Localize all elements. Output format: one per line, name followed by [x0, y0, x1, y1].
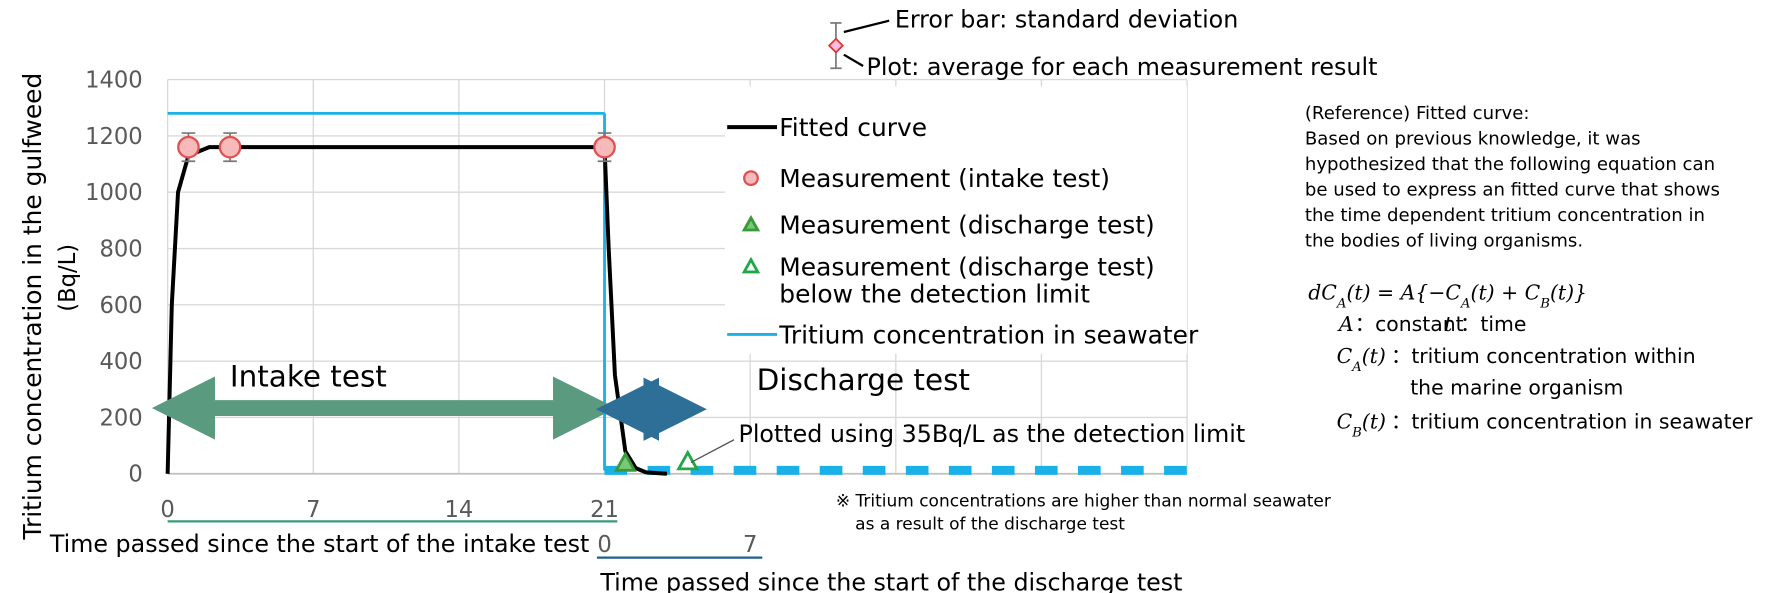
- definition-text: ：tritium concentration in seawater: [1391, 409, 1753, 433]
- leader-line: [843, 19, 890, 34]
- equation-part: (t): [1362, 344, 1386, 368]
- legend-label: Measurement (discharge test): [779, 253, 1154, 282]
- equation: CB(t): [1337, 409, 1386, 440]
- legend-swatch: [741, 214, 761, 232]
- annotation: Intake test: [230, 360, 387, 394]
- intake-point: [593, 135, 616, 159]
- equation-part: (t): [1362, 409, 1386, 433]
- reference-text: hypothesized that the following equation…: [1305, 154, 1715, 175]
- legend-label: below the detection limit: [779, 280, 1090, 309]
- legend-label: Measurement (discharge test): [779, 211, 1154, 240]
- definition-text: ：constant: [1355, 312, 1464, 336]
- equation: dCA(t) = A{−CA(t) + CB(t)}: [1308, 280, 1587, 311]
- legend-box: [724, 86, 1188, 354]
- equation: CA(t): [1337, 344, 1386, 375]
- equation-part: t: [1444, 312, 1453, 336]
- intake-point: [218, 135, 242, 159]
- x-tick-label: 7: [306, 497, 320, 523]
- y-tick-label: 1200: [85, 124, 143, 150]
- definition-text: ：time: [1460, 312, 1526, 336]
- y-axis-label: Tritium concentration in the gulfweed: [18, 73, 47, 541]
- annotation: as a result of the discharge test: [855, 514, 1125, 534]
- definition-text: the marine organism: [1410, 375, 1623, 399]
- equation: t: [1444, 312, 1453, 336]
- y-axis-label: (Bq/L): [55, 244, 81, 312]
- legend-label: Tritium concentration in seawater: [778, 321, 1199, 350]
- equation-part: dC: [1308, 280, 1337, 304]
- y-tick-label: 1000: [85, 180, 143, 206]
- equation-part: (t)}: [1550, 280, 1587, 304]
- x-tick-label: 0: [160, 497, 174, 523]
- leader-line: [690, 439, 735, 464]
- definition-text: ：tritium concentration within: [1391, 344, 1696, 368]
- reference: (Reference) Fitted curve: Based on previo…: [1305, 103, 1753, 440]
- legend-label: Fitted curve: [779, 113, 927, 142]
- equation-part: C: [1337, 409, 1353, 433]
- annotation: Plotted using 35Bq/L as the detection li…: [739, 420, 1246, 448]
- y-tick-label: 400: [100, 349, 143, 375]
- y-tick-label: 800: [100, 236, 143, 262]
- legend-label: Measurement (intake test): [779, 164, 1110, 193]
- reference-text: (Reference) Fitted curve:: [1305, 103, 1530, 124]
- reference-text: be used to express an fitted curve that …: [1305, 180, 1720, 201]
- plot-sample: [827, 37, 844, 54]
- reference-text: the time dependent tritium concentration…: [1305, 205, 1705, 226]
- reference-text: Based on previous knowledge, it was: [1305, 129, 1641, 150]
- annotation: Discharge test: [757, 363, 970, 397]
- y-tick-label: 1400: [85, 68, 143, 94]
- equation-part: A: [1335, 296, 1347, 311]
- legend: Fitted curve Measurement (intake test) Mea…: [727, 113, 1199, 350]
- equation-part: A: [1459, 296, 1471, 311]
- annotation: Error bar: standard deviation: [895, 5, 1238, 33]
- equation-part: C: [1337, 344, 1353, 368]
- fitted-curve: [165, 145, 668, 476]
- equation-part: (t) = A{−C: [1346, 280, 1461, 304]
- equation-part: (t) + C: [1471, 280, 1541, 304]
- discharge-point: [676, 449, 700, 471]
- legend-swatch: [743, 170, 759, 187]
- equation-part: B: [1351, 425, 1362, 440]
- annotation: ※ Tritium concentrations are higher than…: [836, 492, 1331, 512]
- x-tick-label: 14: [444, 497, 473, 523]
- equation-part: A: [1350, 359, 1362, 374]
- legend-swatch: [741, 256, 761, 274]
- annotation: Plot: average for each measurement resul…: [867, 53, 1378, 81]
- leader-line: [843, 53, 864, 67]
- x2-tick-label: 7: [743, 532, 757, 558]
- x-tick-label: 21: [590, 497, 619, 523]
- intake-point: [177, 135, 200, 159]
- equation-part: B: [1539, 296, 1550, 311]
- reference-text: the bodies of living organisms.: [1305, 231, 1583, 252]
- y-tick-label: 200: [100, 405, 143, 431]
- equation: A: [1337, 312, 1354, 336]
- marks: [165, 111, 1188, 476]
- x2-axis-label: Time passed since the start of the disch…: [599, 568, 1182, 593]
- x2-tick-label: 0: [597, 532, 611, 558]
- y-tick-label: 600: [100, 293, 143, 319]
- y-tick-label: 0: [128, 462, 142, 488]
- x-axis-label: Time passed since the start of the intak…: [49, 530, 589, 558]
- discharge-point: [613, 451, 637, 472]
- equation-part: A: [1337, 312, 1354, 336]
- annotations: Error bar: standard deviation Plot: aver…: [18, 5, 1378, 593]
